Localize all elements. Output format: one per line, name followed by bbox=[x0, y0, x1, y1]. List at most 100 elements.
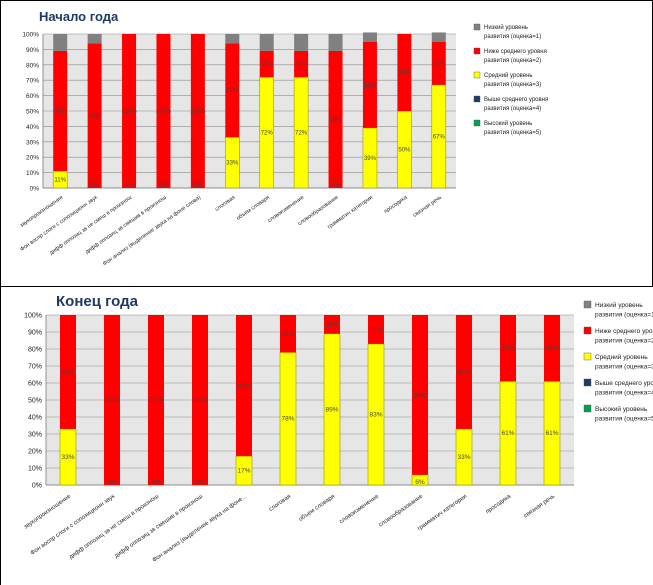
bar-segment bbox=[53, 34, 68, 51]
chart-start-of-year: Начало года 0% 10% 20% 30% 40% 50% 60% 70% 80% 90%… bbox=[19, 9, 548, 267]
data-label: 67% bbox=[433, 134, 446, 140]
bar-segment bbox=[53, 50, 68, 172]
data-label: 67% bbox=[61, 369, 74, 376]
data-label: 0% bbox=[194, 183, 203, 189]
category-label: Фон воспр слоги с сопозиционн звук bbox=[30, 494, 117, 557]
data-label: 0% bbox=[90, 183, 99, 189]
legend-swatch bbox=[473, 47, 481, 55]
legend-swatch bbox=[583, 378, 592, 387]
bar-segment bbox=[431, 41, 446, 85]
y-tick-label: 50% bbox=[28, 398, 42, 405]
data-label: 39% bbox=[364, 156, 377, 162]
data-label: 0% bbox=[107, 479, 117, 486]
data-label: 94% bbox=[89, 114, 102, 120]
data-label: 61% bbox=[501, 430, 514, 437]
category-label: слоговая bbox=[268, 494, 292, 513]
bar-segment bbox=[500, 315, 516, 382]
data-label: 56% bbox=[364, 83, 377, 89]
category-label: дифф оппозиц зв смешив в произнош bbox=[114, 494, 205, 560]
y-tick-label: 40% bbox=[26, 124, 39, 131]
y-tick-label: 60% bbox=[26, 93, 39, 100]
y-tick-label: 100% bbox=[22, 32, 39, 39]
y-tick-label: 100% bbox=[24, 313, 42, 320]
bar-segment bbox=[192, 315, 208, 485]
data-label: 39% bbox=[545, 345, 558, 352]
category-label: объем словаря bbox=[298, 494, 336, 523]
data-label: 89% bbox=[325, 406, 338, 413]
bar-segment bbox=[87, 34, 102, 44]
bar-segment bbox=[544, 315, 560, 382]
y-tick-label: 70% bbox=[28, 364, 42, 371]
data-label: 0% bbox=[159, 183, 168, 189]
category-label: словоизменение bbox=[339, 493, 381, 525]
data-label: 61% bbox=[545, 430, 558, 437]
data-label: 17% bbox=[295, 62, 308, 68]
bar-segment bbox=[225, 34, 240, 44]
legend-label: Низкий уровень развития (оценка=1) bbox=[595, 301, 653, 319]
bar-segment bbox=[148, 315, 164, 485]
data-label: 0% bbox=[195, 479, 205, 486]
data-label: 33% bbox=[457, 454, 470, 461]
category-label: звукопроизношение bbox=[23, 493, 73, 530]
y-tick-label: 10% bbox=[26, 170, 39, 177]
legend-swatch bbox=[583, 352, 592, 361]
y-tick-label: 10% bbox=[28, 466, 42, 473]
data-label: 78% bbox=[281, 416, 294, 423]
bar-segment bbox=[293, 76, 309, 189]
category-label: просодика bbox=[485, 493, 513, 515]
y-tick-label: 80% bbox=[28, 347, 42, 354]
legend-label: Средний уровень развития (оценка=3) bbox=[484, 72, 541, 88]
category-label: просодика bbox=[383, 194, 409, 215]
data-label: 100% bbox=[190, 109, 206, 115]
bar-segment bbox=[323, 333, 341, 486]
data-label: 83% bbox=[369, 411, 382, 418]
data-label: 100% bbox=[192, 397, 209, 404]
bar-segment bbox=[259, 34, 274, 51]
y-tick-label: 80% bbox=[26, 62, 39, 69]
legend-label: Высокий уровень развития (оценка=5) bbox=[595, 405, 653, 423]
data-label: 72% bbox=[295, 131, 308, 137]
bar-segment bbox=[328, 34, 343, 51]
data-label: 11% bbox=[54, 178, 66, 184]
bar-segment bbox=[431, 32, 446, 42]
bar-segment bbox=[60, 315, 76, 429]
y-tick-label: 70% bbox=[26, 78, 39, 85]
category-label: объем словаря bbox=[236, 195, 271, 222]
y-tick-label: 90% bbox=[28, 330, 42, 337]
bar-segment bbox=[156, 34, 171, 188]
chart-title: Начало года bbox=[39, 9, 119, 24]
bar-segment bbox=[456, 315, 472, 429]
data-label: 39% bbox=[501, 345, 514, 352]
y-tick-label: 50% bbox=[26, 109, 39, 116]
legend-label: Высокий уровень развития (оценка=5) bbox=[484, 120, 541, 136]
data-label: 0% bbox=[151, 479, 161, 486]
category-label: дифф оппозиц зв не смеш в произнош bbox=[68, 494, 160, 561]
data-label: 33% bbox=[226, 161, 239, 167]
legend-swatch bbox=[583, 404, 592, 413]
y-tick-label: 20% bbox=[28, 449, 42, 456]
data-label: 0% bbox=[331, 183, 340, 189]
legend-swatch bbox=[473, 23, 481, 31]
data-label: 22% bbox=[281, 331, 294, 338]
bar-segment bbox=[225, 43, 240, 138]
data-label: 6% bbox=[415, 479, 425, 486]
bar-segment bbox=[259, 50, 274, 78]
data-label: 17% bbox=[237, 468, 250, 475]
data-label: 72% bbox=[261, 131, 274, 137]
bar-segment bbox=[259, 76, 275, 189]
bar-segment bbox=[397, 34, 412, 111]
bar-segment bbox=[294, 50, 309, 78]
data-label: 100% bbox=[121, 109, 137, 115]
bar-segment bbox=[328, 50, 343, 188]
y-tick-label: 40% bbox=[28, 415, 42, 422]
data-label: 17% bbox=[369, 326, 382, 333]
data-label: 0% bbox=[125, 183, 134, 189]
data-label: 50% bbox=[398, 71, 411, 77]
data-label: 83% bbox=[237, 383, 250, 390]
legend-label: Низкий уровень развития (оценка=1) bbox=[484, 24, 541, 40]
chart-panel-end-of-year: Конец года 0% 10% 20% 30% 40% 50% 60% 70% 80% 90% 1… bbox=[0, 287, 653, 585]
